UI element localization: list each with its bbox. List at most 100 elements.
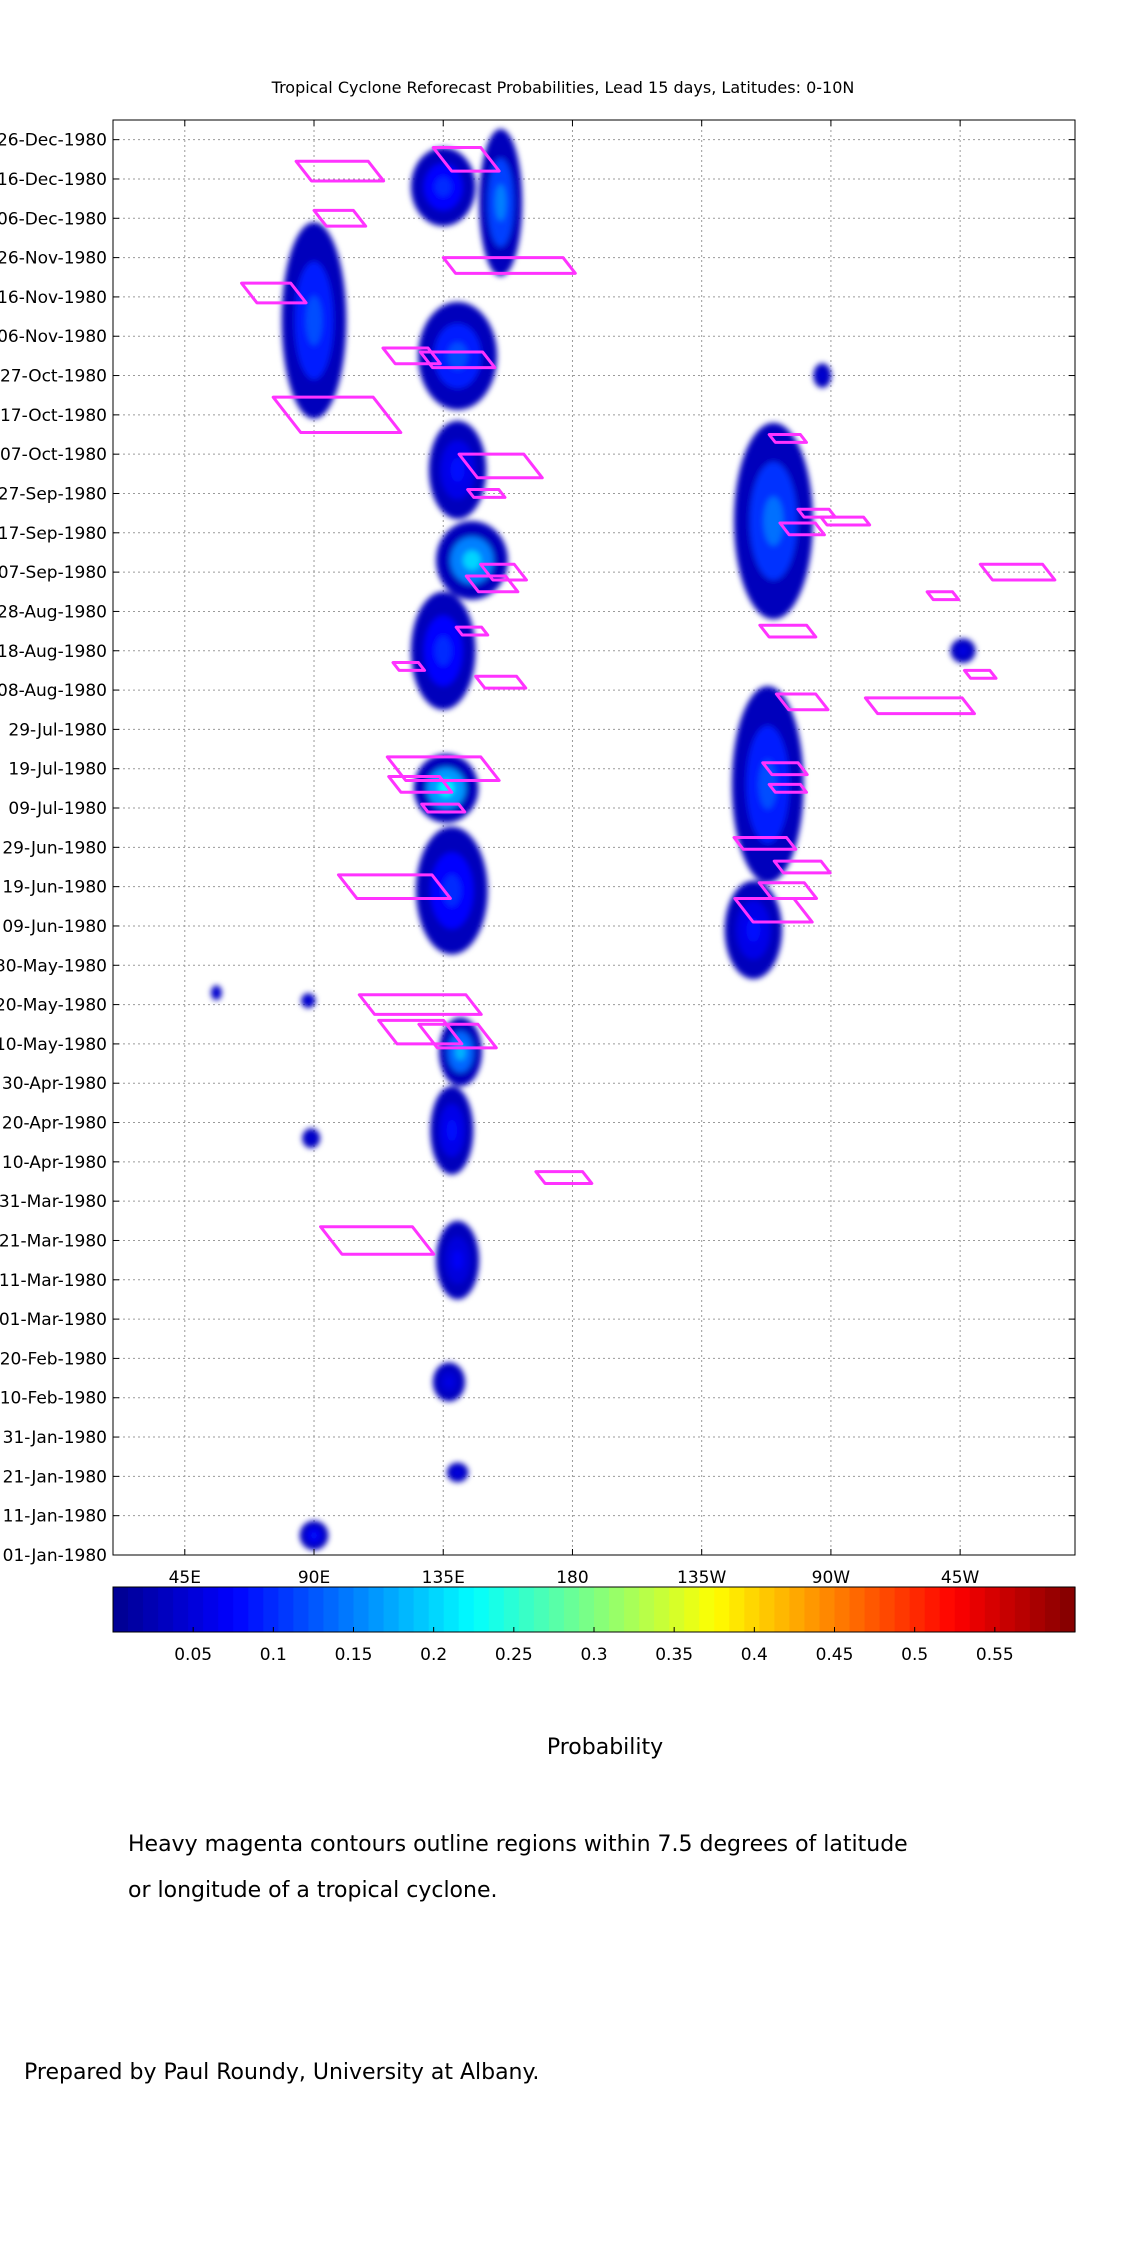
y-tick-label: 19-Jul-1980 xyxy=(8,760,107,780)
colorbar-swatch xyxy=(684,1587,700,1632)
y-tick-label: 10-May-1980 xyxy=(0,1035,107,1055)
probability-region-peak xyxy=(462,550,481,571)
colorbar-swatch xyxy=(744,1587,760,1632)
cyclone-contour xyxy=(474,674,528,690)
probability-region-peak xyxy=(435,177,452,197)
cyclone-contour xyxy=(420,802,467,814)
y-tick-label: 18-Aug-1980 xyxy=(0,642,107,662)
colorbar-swatch xyxy=(759,1587,775,1632)
colorbar-swatch xyxy=(834,1587,851,1632)
colorbar-swatch xyxy=(278,1587,294,1632)
cyclone-contour xyxy=(457,452,544,480)
cyclone-contour xyxy=(534,1170,594,1185)
colorbar-swatch xyxy=(188,1587,204,1632)
cyclone-contour xyxy=(381,346,442,366)
colorbar-swatch xyxy=(353,1587,370,1632)
y-tick-label: 21-Mar-1980 xyxy=(0,1231,107,1251)
y-tick-label: 11-Mar-1980 xyxy=(0,1271,107,1291)
colorbar-swatch xyxy=(774,1587,791,1632)
y-tick-label: 08-Aug-1980 xyxy=(0,681,107,701)
colorbar-tick-label: 0.45 xyxy=(816,1645,854,1665)
probability-region-peak xyxy=(763,496,784,546)
colorbar-swatch xyxy=(503,1587,520,1632)
cyclone-contour xyxy=(925,590,961,602)
colorbar-tick-label: 0.35 xyxy=(655,1645,693,1665)
cyclone-contour xyxy=(271,395,403,435)
colorbar-tick-label: 0.4 xyxy=(741,1645,768,1665)
colorbar-swatch xyxy=(518,1587,535,1632)
colorbar-tick-label: 0.2 xyxy=(420,1645,447,1665)
x-tick-label: 45E xyxy=(169,1568,201,1588)
y-tick-label: 16-Dec-1980 xyxy=(0,170,107,190)
colorbar-swatch xyxy=(1044,1587,1061,1632)
colorbar-swatch xyxy=(654,1587,670,1632)
y-tick-label: 17-Oct-1980 xyxy=(0,406,107,426)
colorbar-swatch xyxy=(639,1587,655,1632)
colorbar-label: Probability xyxy=(546,1735,664,1760)
colorbar-swatch xyxy=(1029,1587,1046,1632)
y-tick-label: 20-Feb-1980 xyxy=(0,1349,107,1369)
caption-note-line-1: Heavy magenta contours outline regions w… xyxy=(128,1832,908,1857)
cyclone-contour xyxy=(319,1225,436,1256)
colorbar-swatch xyxy=(1014,1587,1031,1632)
colorbar-swatch xyxy=(248,1587,264,1632)
y-tick-label: 30-May-1980 xyxy=(0,956,107,976)
colorbar-swatch xyxy=(804,1587,821,1632)
cyclone-contour xyxy=(431,146,501,173)
colorbar-swatch xyxy=(669,1587,685,1632)
cyclone-contour xyxy=(819,515,872,527)
colorbar-swatch xyxy=(563,1587,580,1632)
colorbar-swatch xyxy=(413,1587,430,1632)
y-tick-label: 07-Oct-1980 xyxy=(0,445,107,465)
x-axis: 45E 90E 135E 180 135W 90W 45W xyxy=(169,120,980,1588)
colorbar-swatch xyxy=(368,1587,385,1632)
cyclone-contour xyxy=(761,761,809,777)
cyclone-contour-layer xyxy=(240,146,1057,1256)
colorbar-swatch xyxy=(984,1587,1001,1632)
colorbar-swatch xyxy=(308,1587,325,1632)
colorbar-swatch xyxy=(488,1587,505,1632)
probability-region-peak xyxy=(455,1043,466,1061)
caption-note: Heavy magenta contours outline regions w… xyxy=(128,1822,948,1914)
y-tick-label: 06-Nov-1980 xyxy=(0,327,107,347)
colorbar-swatch xyxy=(158,1587,174,1632)
y-tick-label: 06-Dec-1980 xyxy=(0,209,107,229)
y-tick-label: 01-Mar-1980 xyxy=(0,1310,107,1330)
colorbar-swatch xyxy=(443,1587,460,1632)
y-tick-label: 26-Dec-1980 xyxy=(0,131,107,151)
cyclone-contour xyxy=(732,836,798,851)
y-tick-label: 09-Jun-1980 xyxy=(2,917,107,937)
x-tick-label: 90E xyxy=(298,1568,330,1588)
y-tick-label: 21-Jan-1980 xyxy=(3,1467,107,1487)
colorbar-swatch xyxy=(819,1587,836,1632)
probability-region-peak xyxy=(435,636,452,666)
colorbar-swatch xyxy=(533,1587,550,1632)
cyclone-contour xyxy=(978,562,1057,582)
colorbar-swatch xyxy=(173,1587,189,1632)
colorbar-swatch xyxy=(203,1587,219,1632)
y-tick-label: 10-Feb-1980 xyxy=(0,1389,107,1409)
plot-area xyxy=(112,119,1076,1556)
probability-region-peak xyxy=(305,295,323,346)
y-axis: 01-Jan-1980 11-Jan-1980 21-Jan-1980 31-Jan-… xyxy=(0,131,1075,1566)
colorbar-swatch xyxy=(879,1587,896,1632)
y-tick-label: 11-Jan-1980 xyxy=(3,1507,107,1527)
probability-region-peak xyxy=(308,1135,314,1141)
colorbar-swatch xyxy=(458,1587,475,1632)
colorbar-swatch xyxy=(218,1587,234,1632)
colorbar-swatch xyxy=(548,1587,565,1632)
plot-frame xyxy=(113,120,1075,1555)
probability-region-peak xyxy=(215,990,218,995)
colorbar-swatch xyxy=(969,1587,986,1632)
probability-blobs xyxy=(210,128,976,1551)
caption-note-line-2: or longitude of a tropical cyclone. xyxy=(128,1878,498,1903)
cyclone-contour xyxy=(441,256,577,275)
y-tick-label: 29-Jun-1980 xyxy=(2,838,107,858)
y-tick-label: 07-Sep-1980 xyxy=(0,563,107,583)
probability-region-peak xyxy=(746,917,761,943)
cyclone-contour xyxy=(377,1018,464,1046)
probability-region-peak xyxy=(438,779,455,797)
probability-region-peak xyxy=(452,1250,463,1270)
colorbar-tick-label: 0.55 xyxy=(976,1645,1014,1665)
